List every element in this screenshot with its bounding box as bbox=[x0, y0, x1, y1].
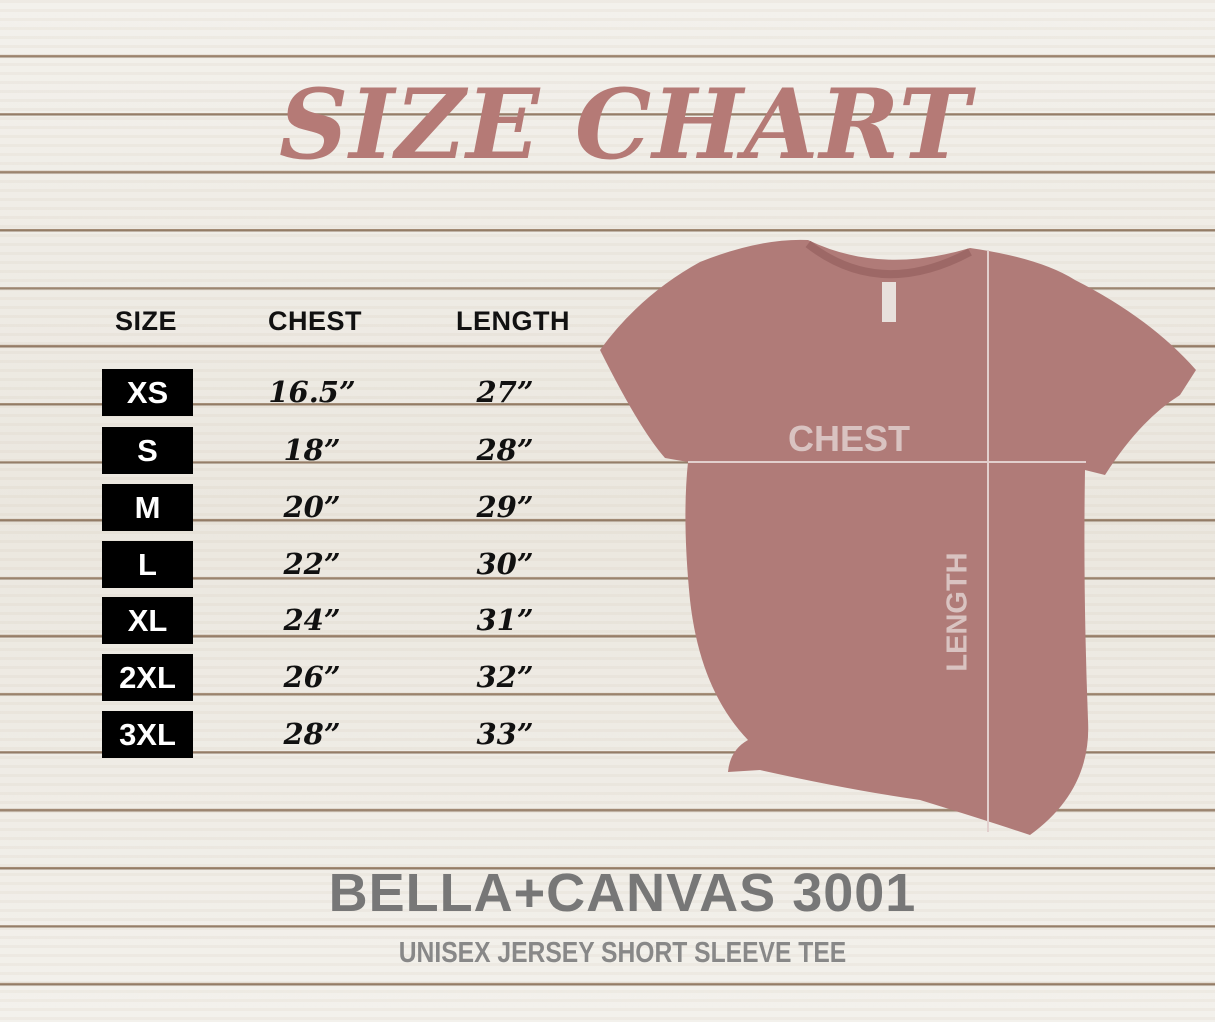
length-value: 30” bbox=[476, 547, 534, 581]
length-value: 33” bbox=[476, 717, 534, 751]
brand-title: BELLA+CANVAS 3001 bbox=[328, 863, 917, 923]
header-length: LENGTH bbox=[456, 306, 570, 336]
chest-value: 28” bbox=[283, 717, 341, 751]
table-row: XS 16.5” 27” bbox=[0, 369, 600, 417]
length-value: 29” bbox=[476, 490, 534, 524]
page-title: SIZE CHART bbox=[278, 68, 972, 181]
chest-value: 26” bbox=[283, 660, 341, 694]
length-value: 32” bbox=[476, 660, 534, 694]
chest-value: 24” bbox=[283, 603, 341, 637]
size-badge: XL bbox=[102, 597, 193, 644]
chest-value: 16.5” bbox=[268, 375, 356, 409]
tshirt-tag bbox=[882, 282, 896, 322]
table-row: M 20” 29” bbox=[0, 484, 600, 532]
chest-value: 20” bbox=[283, 490, 341, 524]
tshirt-shape bbox=[600, 239, 1196, 835]
table-row: S 18” 28” bbox=[0, 427, 600, 475]
chest-value: 18” bbox=[283, 433, 341, 467]
chest-value: 22” bbox=[283, 547, 341, 581]
table-row: L 22” 30” bbox=[0, 541, 600, 589]
length-value: 28” bbox=[476, 433, 534, 467]
chest-label: CHEST bbox=[788, 418, 911, 459]
size-badge: M bbox=[102, 484, 193, 531]
size-badge: L bbox=[102, 541, 193, 588]
table-row: XL 24” 31” bbox=[0, 597, 600, 645]
header-size: SIZE bbox=[114, 306, 178, 336]
size-badge: 3XL bbox=[102, 711, 193, 758]
table-row: 2XL 26” 32” bbox=[0, 654, 600, 702]
length-value: 27” bbox=[476, 375, 534, 409]
length-label: LENGTH bbox=[941, 552, 974, 672]
table-row: 3XL 28” 33” bbox=[0, 711, 600, 759]
brand-subtitle: UNISEX JERSEY SHORT SLEEVE TEE bbox=[398, 937, 847, 969]
size-badge: S bbox=[102, 427, 193, 474]
size-badge: 2XL bbox=[102, 654, 193, 701]
length-value: 31” bbox=[476, 603, 534, 637]
size-badge: XS bbox=[102, 369, 193, 416]
tshirt-collar bbox=[805, 240, 972, 279]
header-chest: CHEST bbox=[267, 306, 363, 336]
